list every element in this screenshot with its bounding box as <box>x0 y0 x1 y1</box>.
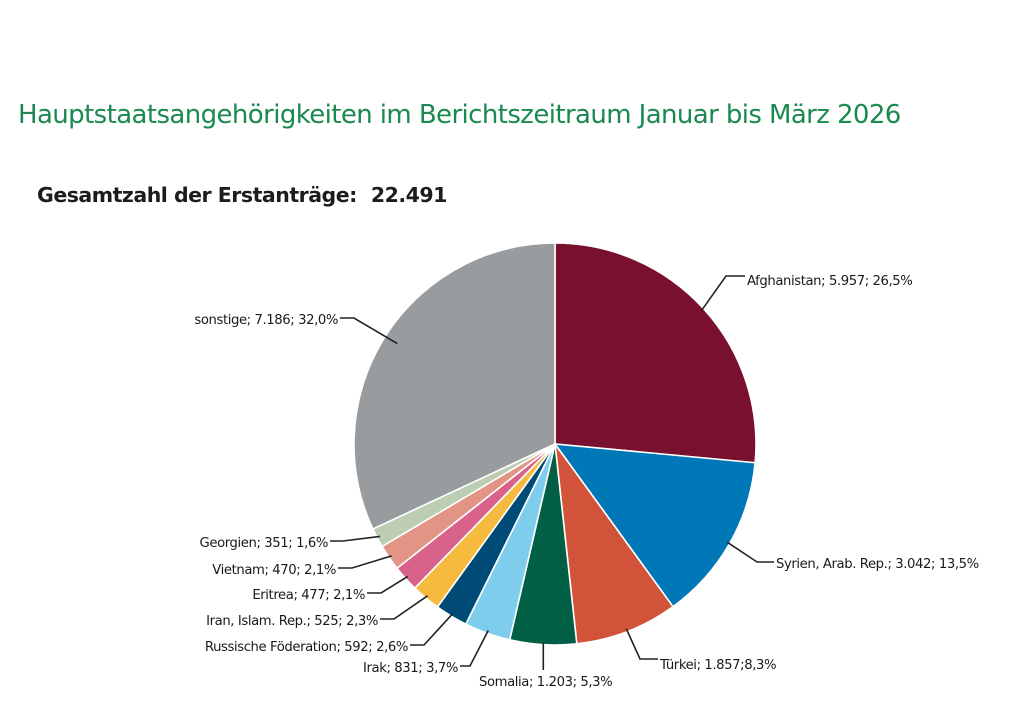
label-georgien: Georgien; 351; 1,6% <box>200 536 328 551</box>
label-russische-foederation: Russische Föderation; 592; 2,6% <box>205 640 408 655</box>
leader-line-georgien <box>330 535 380 542</box>
leader-lines <box>330 275 774 670</box>
label-eritrea: Eritrea; 477; 2,1% <box>252 588 365 603</box>
label-irak: Irak; 831; 3,7% <box>363 661 458 676</box>
leader-line-irak <box>460 630 490 667</box>
total-applications: Gesamtzahl der Erstanträge: 22.491 <box>37 183 447 207</box>
leader-line-eritrea <box>367 575 409 594</box>
label-vietnam: Vietnam; 470; 2,1% <box>212 563 336 578</box>
total-value: 22.491 <box>370 183 448 207</box>
label-afghanistan: Afghanistan; 5.957; 26,5% <box>747 274 912 289</box>
leader-line-afghanistan <box>700 275 745 312</box>
label-iran: Iran, Islam. Rep.; 525; 2,3% <box>206 614 378 629</box>
total-label: Gesamtzahl der Erstanträge: <box>37 183 357 207</box>
leader-line-iran <box>380 595 429 620</box>
label-somalia: Somalia; 1.203; 5,3% <box>479 675 612 690</box>
label-syrien: Syrien, Arab. Rep.; 3.042; 13,5% <box>776 557 979 572</box>
label-tuerkei: Türkei; 1.857;8,3% <box>659 658 776 673</box>
leader-line-vietnam <box>338 555 392 569</box>
slice-labels: Afghanistan; 5.957; 26,5% Syrien, Arab. … <box>194 274 979 690</box>
chart-title: Hauptstaatsangehörigkeiten im Berichtsze… <box>18 100 901 130</box>
leader-line-sonstige <box>340 317 398 345</box>
leader-line-russische-foederation <box>410 613 454 646</box>
leader-line-syrien <box>726 541 774 563</box>
label-sonstige: sonstige; 7.186; 32,0% <box>194 313 338 328</box>
leader-line-tuerkei <box>625 628 658 660</box>
pie-slices <box>353 242 757 646</box>
